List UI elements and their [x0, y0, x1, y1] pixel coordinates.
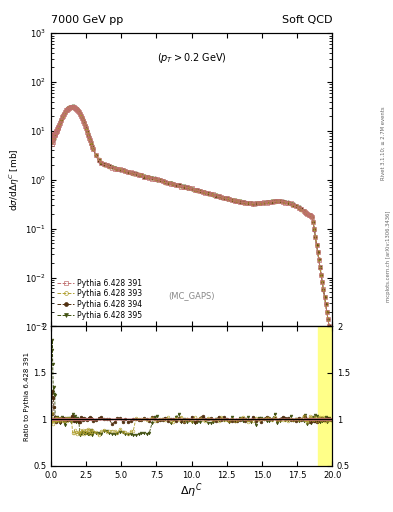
Bar — [318, 326, 332, 466]
Text: Soft QCD: Soft QCD — [282, 14, 332, 25]
X-axis label: $\Delta\eta^C$: $\Delta\eta^C$ — [180, 481, 203, 500]
Legend: Pythia 6.428 391, Pythia 6.428 393, Pythia 6.428 394, Pythia 6.428 395: Pythia 6.428 391, Pythia 6.428 393, Pyth… — [55, 276, 145, 323]
Text: $(p_T > 0.2\ \mathrm{GeV})$: $(p_T > 0.2\ \mathrm{GeV})$ — [157, 51, 226, 65]
Y-axis label: d$\sigma$/d$\Delta\eta^C$ [mb]: d$\sigma$/d$\Delta\eta^C$ [mb] — [8, 148, 22, 211]
Text: mcplots.cern.ch [arXiv:1306.3436]: mcplots.cern.ch [arXiv:1306.3436] — [386, 210, 391, 302]
Text: Rivet 3.1.10; ≥ 2.7M events: Rivet 3.1.10; ≥ 2.7M events — [381, 106, 386, 180]
Text: 7000 GeV pp: 7000 GeV pp — [51, 14, 123, 25]
Y-axis label: Ratio to Pythia 6.428 391: Ratio to Pythia 6.428 391 — [24, 352, 30, 441]
Text: (MC_GAPS): (MC_GAPS) — [168, 291, 215, 300]
